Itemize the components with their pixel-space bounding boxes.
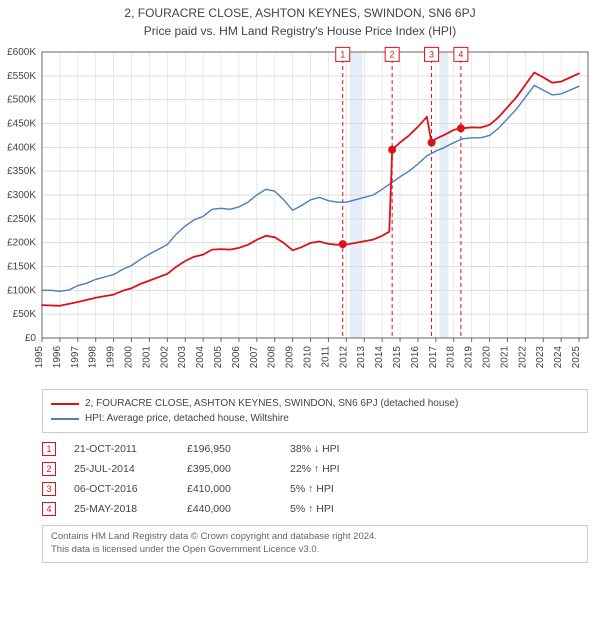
x-tick-label: 2012 (338, 346, 349, 369)
y-tick-label: £100K (7, 285, 36, 296)
sale-point (457, 124, 465, 132)
sale-marker: 3 (42, 482, 56, 496)
x-tick-label: 2023 (535, 346, 546, 369)
attribution-box: Contains HM Land Registry data © Crown c… (42, 525, 588, 563)
legend-label: 2, FOURACRE CLOSE, ASHTON KEYNES, SWINDO… (85, 396, 458, 411)
y-tick-label: £550K (7, 71, 36, 82)
x-tick-label: 2002 (159, 346, 170, 369)
y-tick-label: £250K (7, 214, 36, 225)
x-tick-label: 1996 (52, 346, 63, 369)
x-tick-label: 2011 (320, 346, 331, 368)
x-tick-label: 2019 (464, 346, 475, 369)
y-tick-label: £450K (7, 119, 36, 130)
legend-item: 2, FOURACRE CLOSE, ASHTON KEYNES, SWINDO… (51, 396, 579, 411)
attribution-line-2: This data is licensed under the Open Gov… (51, 544, 579, 557)
svg-text:1: 1 (340, 49, 345, 59)
sale-pct-vs-hpi: 22% ↑ HPI (290, 463, 390, 475)
legend-swatch (51, 418, 79, 420)
chart-area: £0£50K£100K£150K£200K£250K£300K£350K£400… (42, 44, 588, 379)
chart-title: 2, FOURACRE CLOSE, ASHTON KEYNES, SWINDO… (0, 6, 600, 20)
sale-date: 21-OCT-2011 (74, 443, 169, 455)
sale-marker: 4 (42, 502, 56, 516)
y-tick-label: £150K (7, 262, 36, 273)
x-tick-label: 2005 (213, 346, 224, 369)
sale-vline-label: 3 (425, 47, 439, 61)
x-tick-label: 2018 (446, 346, 457, 369)
legend-label: HPI: Average price, detached house, Wilt… (85, 411, 289, 426)
y-tick-label: £200K (7, 238, 36, 249)
y-tick-label: £500K (7, 95, 36, 106)
attribution-line-1: Contains HM Land Registry data © Crown c… (51, 531, 579, 544)
sales-row: 2 25-JUL-2014 £395,000 22% ↑ HPI (42, 459, 588, 479)
sale-date: 25-JUL-2014 (74, 463, 169, 475)
sale-vline-label: 2 (385, 47, 399, 61)
line-chart-svg: £0£50K£100K£150K£200K£250K£300K£350K£400… (42, 44, 588, 374)
sales-row: 4 25-MAY-2018 £440,000 5% ↑ HPI (42, 499, 588, 519)
legend-swatch (51, 403, 79, 405)
x-tick-label: 2021 (499, 346, 510, 369)
x-tick-label: 2007 (249, 346, 260, 369)
y-tick-label: £0 (25, 333, 37, 344)
y-tick-label: £600K (7, 47, 36, 58)
y-tick-label: £300K (7, 190, 36, 201)
x-tick-label: 2010 (303, 346, 314, 369)
x-tick-label: 2009 (285, 346, 296, 369)
sale-vline-label: 1 (336, 47, 350, 61)
sale-pct-vs-hpi: 38% ↓ HPI (290, 443, 390, 455)
sales-row: 1 21-OCT-2011 £196,950 38% ↓ HPI (42, 439, 588, 459)
x-tick-label: 2001 (141, 346, 152, 369)
sales-table: 1 21-OCT-2011 £196,950 38% ↓ HPI 2 25-JUL-201… (42, 439, 588, 519)
x-tick-label: 2014 (374, 346, 385, 369)
x-tick-label: 2025 (571, 346, 582, 369)
sales-row: 3 06-OCT-2016 £410,000 5% ↑ HPI (42, 479, 588, 499)
sale-marker: 1 (42, 442, 56, 456)
sale-date: 06-OCT-2016 (74, 483, 169, 495)
x-tick-label: 1995 (34, 346, 45, 369)
x-tick-label: 2016 (410, 346, 421, 369)
sale-point (428, 139, 436, 147)
sale-price: £440,000 (187, 503, 272, 515)
sale-pct-vs-hpi: 5% ↑ HPI (290, 483, 390, 495)
x-tick-label: 2020 (482, 346, 493, 369)
x-tick-label: 2006 (231, 346, 242, 369)
sale-point (388, 146, 396, 154)
svg-text:2: 2 (390, 49, 395, 59)
sale-point (339, 240, 347, 248)
svg-text:4: 4 (458, 49, 463, 59)
sale-price: £410,000 (187, 483, 272, 495)
chart-subtitle: Price paid vs. HM Land Registry's House … (0, 24, 600, 38)
y-tick-label: £350K (7, 166, 36, 177)
x-tick-label: 1999 (106, 346, 117, 369)
legend-box: 2, FOURACRE CLOSE, ASHTON KEYNES, SWINDO… (42, 389, 588, 433)
sale-pct-vs-hpi: 5% ↑ HPI (290, 503, 390, 515)
x-tick-label: 2004 (195, 346, 206, 369)
y-tick-label: £50K (13, 309, 37, 320)
sale-marker: 2 (42, 462, 56, 476)
x-tick-label: 2003 (177, 346, 188, 369)
x-tick-label: 2013 (356, 346, 367, 369)
sale-vline-label: 4 (454, 47, 468, 61)
x-tick-label: 1998 (88, 346, 99, 369)
sale-date: 25-MAY-2018 (74, 503, 169, 515)
x-tick-label: 1997 (70, 346, 81, 369)
sale-price: £196,950 (187, 443, 272, 455)
x-tick-label: 2022 (517, 346, 528, 369)
chart-container: 2, FOURACRE CLOSE, ASHTON KEYNES, SWINDO… (0, 6, 600, 626)
y-tick-label: £400K (7, 142, 36, 153)
legend-item: HPI: Average price, detached house, Wilt… (51, 411, 579, 426)
x-tick-label: 2000 (124, 346, 135, 369)
x-tick-label: 2024 (553, 346, 564, 369)
x-tick-label: 2017 (428, 346, 439, 369)
svg-text:3: 3 (429, 49, 434, 59)
x-tick-label: 2008 (267, 346, 278, 369)
sale-price: £395,000 (187, 463, 272, 475)
x-tick-label: 2015 (392, 346, 403, 369)
